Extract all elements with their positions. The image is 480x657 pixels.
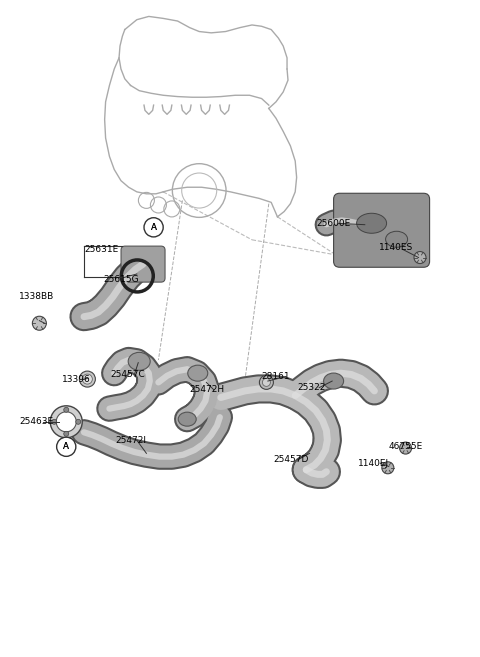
Circle shape [399, 442, 411, 454]
Text: 25631E: 25631E [84, 245, 118, 254]
Text: 13396: 13396 [62, 375, 91, 384]
Circle shape [263, 378, 270, 386]
Circle shape [57, 437, 76, 457]
Circle shape [259, 375, 274, 390]
Circle shape [76, 419, 81, 424]
Circle shape [50, 406, 82, 438]
Circle shape [32, 316, 47, 330]
Circle shape [382, 462, 394, 474]
Text: 46755E: 46755E [389, 442, 423, 451]
FancyBboxPatch shape [121, 246, 165, 282]
Text: 25615G: 25615G [103, 275, 139, 284]
Text: 1140ES: 1140ES [379, 243, 413, 252]
Ellipse shape [357, 214, 386, 233]
Ellipse shape [385, 231, 408, 247]
Text: 25463E: 25463E [19, 417, 53, 426]
Text: 25322: 25322 [298, 383, 326, 392]
Text: 25472I: 25472I [115, 436, 146, 445]
Circle shape [64, 407, 69, 413]
Text: 25600E: 25600E [317, 219, 351, 228]
Circle shape [414, 252, 426, 263]
Text: 1338BB: 1338BB [19, 292, 54, 302]
Text: A: A [63, 442, 69, 451]
Circle shape [64, 431, 69, 436]
Text: A: A [151, 223, 156, 232]
Text: 28161: 28161 [262, 372, 290, 381]
Text: A: A [63, 442, 69, 451]
FancyBboxPatch shape [334, 193, 430, 267]
Circle shape [56, 412, 76, 432]
Circle shape [79, 371, 96, 387]
Circle shape [52, 419, 57, 424]
Text: A: A [151, 223, 156, 232]
Text: 25457D: 25457D [274, 455, 309, 464]
Text: 25472H: 25472H [190, 385, 225, 394]
Text: 25457C: 25457C [110, 370, 145, 379]
Ellipse shape [324, 373, 344, 389]
Circle shape [144, 217, 163, 237]
Ellipse shape [128, 352, 150, 371]
Ellipse shape [188, 365, 208, 381]
Ellipse shape [178, 412, 196, 426]
Circle shape [83, 374, 92, 384]
Text: 1140EJ: 1140EJ [358, 459, 389, 468]
